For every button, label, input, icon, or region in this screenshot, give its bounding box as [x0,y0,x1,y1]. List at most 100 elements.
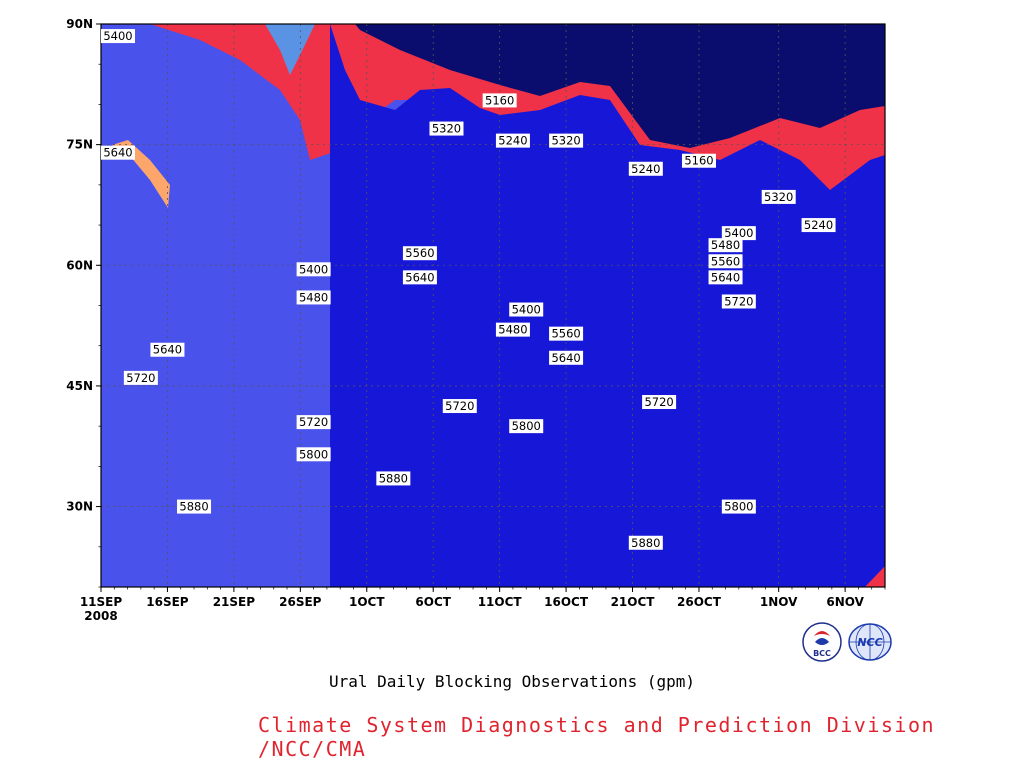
contour-label-box [681,153,716,168]
x-year-label: 2008 [84,609,117,623]
contour-label: 5240 [804,218,833,232]
contour-label: 5320 [551,134,580,148]
ncc-logo-text: NCC [857,636,882,649]
contour-label: 5240 [498,134,527,148]
contour-label-box [549,326,584,341]
contour-label-box [296,415,331,430]
contour-label: 5400 [512,303,541,317]
contour-label-box [495,322,530,337]
plot-area [101,24,885,587]
contour-label: 5880 [379,471,408,485]
contour-label-box [296,290,331,305]
contour-label: 5320 [432,122,461,136]
contour-label-box [150,342,185,357]
y-tick-label: 45N [66,379,93,393]
band-5320-5400-upper-lobe [265,24,315,75]
contour-label-box [721,294,756,309]
y-tick-label: 60N [66,258,93,272]
y-axis: 30N 45N 60N 75N 90N [66,17,101,588]
contour-label: 5560 [405,246,434,260]
contour-label: 5560 [711,254,740,268]
y-tick-label: 30N [66,500,93,514]
contour-label: 5640 [103,146,132,160]
contour-label-box [549,350,584,365]
contour-label-box [123,370,158,385]
x-tick-label: 16OCT [544,595,589,609]
contour-label: 5720 [644,395,673,409]
contour-label-box [708,238,743,253]
chart-title: Ural Daily Blocking Observations (gpm) [328,672,696,691]
contour-label-box [376,471,411,486]
band-5160-5240 [330,24,885,587]
y-tick-label: 75N [66,138,93,152]
contour-labels: 5400564056405720588054005480572058005880… [101,29,836,550]
x-tick-label: 6OCT [415,595,451,609]
contour-label-box [628,161,663,176]
x-tick-label: 11SEP [80,595,123,609]
contour-label: 5800 [724,500,753,514]
contour-label: 5480 [498,323,527,337]
x-tick-label: 16SEP [146,595,189,609]
contour-label: 5240 [631,162,660,176]
contour-label-box [628,535,663,550]
contour-label: 5720 [126,371,155,385]
contour-label: 5720 [299,415,328,429]
x-tick-label: 6NOV [826,595,864,609]
x-tick-label: 1NOV [760,595,798,609]
x-tick-label: 11OCT [478,595,523,609]
contour-label: 5160 [684,154,713,168]
contour-label-box [442,399,477,414]
contour-label: 5640 [153,343,182,357]
contour-label-box [177,499,212,514]
contour-label: 5800 [299,447,328,461]
contour-label: 5880 [179,500,208,514]
contour-label-box [708,270,743,285]
y-tick-label: 90N [66,17,93,31]
contour-label-box [296,262,331,277]
contour-label-box [721,499,756,514]
contour-label-box [708,254,743,269]
contour-label: 5880 [631,536,660,550]
contour-label-box [482,93,517,108]
contour-label-box [402,270,437,285]
contour-label-box [509,302,544,317]
band-below-5160 [355,24,885,148]
contour-label: 5400 [299,262,328,276]
bcc-logo-icon: BCC [802,622,842,662]
ncc-logo-icon: NCC [848,623,892,661]
contour-label: 5560 [551,327,580,341]
contour-label: 5640 [711,270,740,284]
contour-label-box [101,145,135,160]
contour-label-box [495,133,530,148]
x-tick-label: 21SEP [213,595,256,609]
x-axis: 11SEP 16SEP 21SEP 26SEP 1OCT 6OCT 11OCT 16OCT 21… [80,587,886,623]
contour-label-box [101,29,135,44]
x-tick-label: 26OCT [677,595,722,609]
contour-label: 5400 [724,226,753,240]
contour-label: 5480 [299,290,328,304]
contour-label-box [429,121,464,136]
contour-label-box [761,189,796,204]
contour-label-box [721,226,756,241]
contour-label-box [801,218,836,233]
contour-label: 5800 [512,419,541,433]
contour-label-box [642,395,677,410]
contour-label: 5320 [764,190,793,204]
grid-lines [101,24,885,587]
contour-label-box [549,133,584,148]
contour-label: 5640 [551,351,580,365]
contour-label-box [509,419,544,434]
band-5880-east-corner [864,566,885,587]
x-tick-label: 26SEP [279,595,322,609]
contour-label-box [296,447,331,462]
credit-line: Climate System Diagnostics and Predictio… [258,713,936,761]
contour-label: 5640 [405,270,434,284]
contour-label: 5720 [445,399,474,413]
contour-label: 5400 [103,29,132,43]
x-tick-label: 21OCT [611,595,656,609]
contour-label-box [402,246,437,261]
contour-label: 5480 [711,238,740,252]
contour-label: 5160 [485,93,514,107]
contour-label: 5720 [724,294,753,308]
